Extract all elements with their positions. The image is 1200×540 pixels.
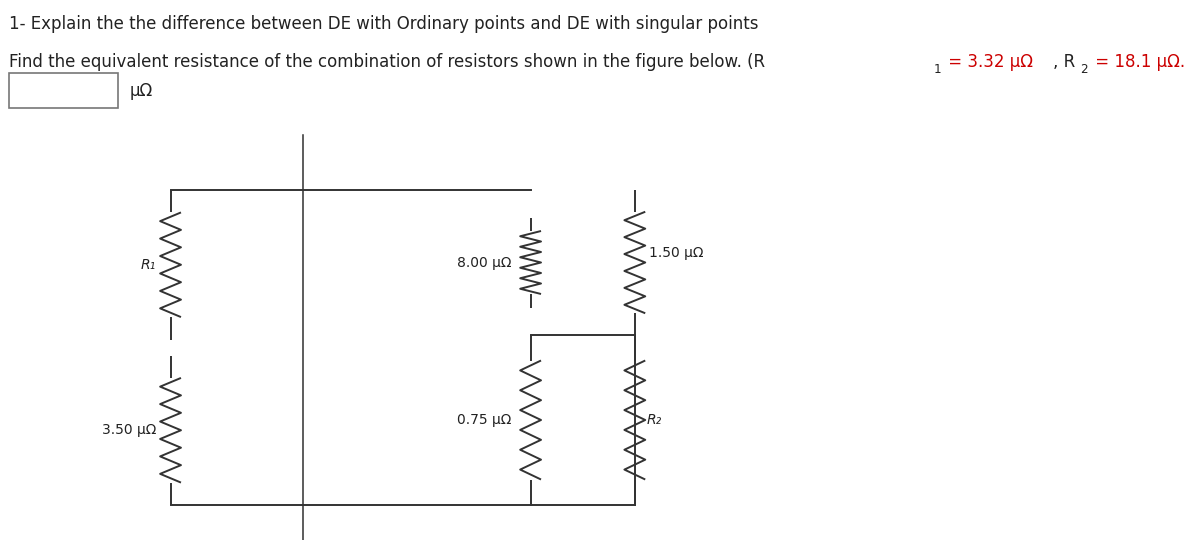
Text: 3.50 μΩ: 3.50 μΩ: [102, 423, 156, 437]
Text: R₂: R₂: [646, 413, 661, 427]
Text: 8.00 μΩ: 8.00 μΩ: [457, 255, 511, 269]
Text: 1.50 μΩ: 1.50 μΩ: [649, 246, 703, 260]
Text: 1- Explain the the difference between DE with Ordinary points and DE with singul: 1- Explain the the difference between DE…: [10, 15, 758, 33]
FancyBboxPatch shape: [10, 73, 119, 108]
Text: 2: 2: [1080, 63, 1088, 76]
Text: = 18.1 μΩ.: = 18.1 μΩ.: [1090, 53, 1184, 71]
Text: Find the equivalent resistance of the combination of resistors shown in the figu: Find the equivalent resistance of the co…: [10, 53, 766, 71]
Text: , R: , R: [1054, 53, 1075, 71]
Text: μΩ: μΩ: [130, 82, 154, 99]
Text: R₁: R₁: [142, 258, 156, 272]
Text: 1: 1: [934, 63, 942, 76]
Text: 0.75 μΩ: 0.75 μΩ: [457, 413, 511, 427]
Text: = 3.32 μΩ: = 3.32 μΩ: [943, 53, 1033, 71]
